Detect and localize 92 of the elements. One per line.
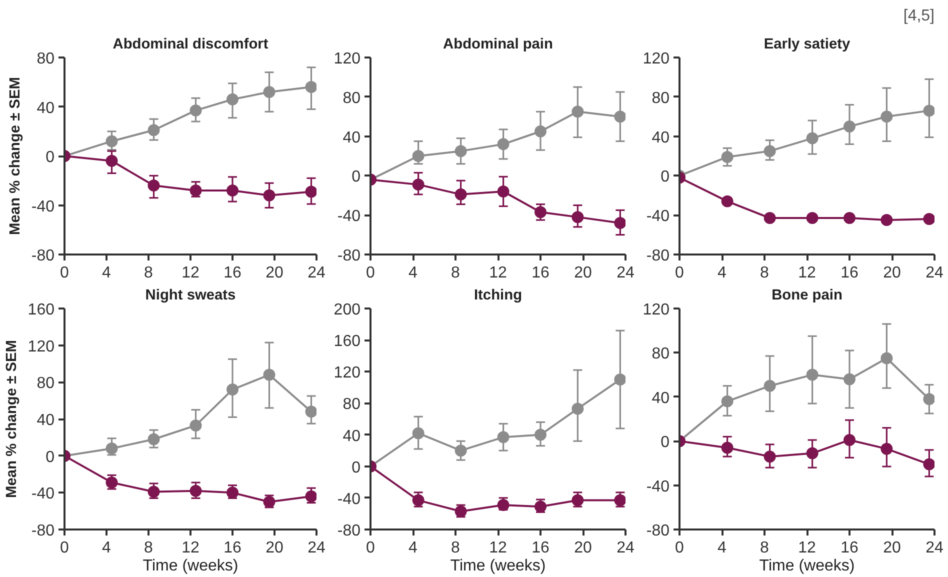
x-tick-label: 0 — [366, 540, 376, 556]
y-tick-label: 0 — [46, 149, 55, 166]
chart-title: Bone pain — [772, 288, 842, 304]
y-axis-title: Mean % change ± SEM — [4, 340, 20, 498]
x-tick-label: 0 — [675, 264, 684, 282]
y-tick-label: 40 — [36, 100, 55, 117]
y-tick-label: 160 — [334, 333, 361, 350]
x-tick-label: 8 — [144, 264, 154, 282]
x-tick-label: 16 — [840, 264, 858, 282]
y-tick-label: 80 — [36, 375, 55, 392]
x-tick-label: 24 — [616, 540, 634, 556]
y-tick-label: -40 — [646, 478, 670, 496]
x-axis-title: Time (weeks) — [759, 558, 855, 574]
y-tick-label: 0 — [660, 168, 670, 186]
y-tick-label: -40 — [646, 208, 670, 226]
x-tick-label: 24 — [926, 264, 944, 282]
chart-title: Abdominal discomfort — [112, 36, 268, 52]
y-tick-label: 200 — [334, 302, 361, 318]
x-tick-label: 20 — [574, 264, 592, 282]
x-tick-label: 24 — [926, 540, 944, 556]
y-tick-label: 40 — [342, 428, 361, 445]
y-tick-label: 80 — [342, 396, 361, 414]
x-tick-label: 24 — [308, 264, 326, 282]
x-tick-label: 16 — [532, 264, 550, 282]
x-tick-label: 0 — [60, 540, 70, 556]
y-tick-label: -40 — [337, 490, 361, 508]
y-tick-label: 0 — [660, 434, 670, 452]
x-tick-label: 16 — [532, 540, 550, 556]
y-tick-label: 120 — [334, 364, 361, 382]
x-tick-label: 12 — [798, 264, 816, 282]
y-tick-label: 40 — [342, 129, 361, 146]
y-tick-label: 40 — [652, 129, 670, 146]
x-tick-label: 0 — [366, 264, 376, 282]
y-tick-label: 80 — [342, 90, 361, 107]
y-tick-label: 160 — [28, 302, 55, 318]
x-tick-label: 16 — [840, 540, 858, 556]
chart-title: Early satiety — [764, 36, 852, 52]
x-tick-label: 0 — [675, 540, 684, 556]
x-tick-label: 12 — [798, 540, 816, 556]
y-tick-label: -40 — [337, 208, 361, 226]
y-tick-label: 120 — [642, 302, 670, 318]
y-tick-label: 0 — [352, 459, 361, 476]
x-tick-label: 20 — [266, 540, 284, 556]
x-tick-label: 8 — [760, 264, 770, 282]
y-tick-label: 80 — [652, 346, 670, 363]
y-tick-label: -40 — [31, 486, 55, 503]
y-tick-label: -80 — [31, 522, 55, 540]
y-tick-label: 80 — [36, 50, 55, 68]
y-tick-label: -40 — [31, 198, 55, 216]
chart-title: Night sweats — [145, 288, 236, 304]
x-tick-label: 12 — [182, 540, 200, 556]
y-tick-label: -80 — [646, 522, 670, 540]
x-tick-label: 20 — [266, 264, 284, 282]
y-tick-label: -80 — [337, 522, 361, 540]
y-tick-label: 120 — [28, 338, 55, 356]
x-tick-label: 4 — [718, 540, 727, 556]
x-tick-label: 8 — [451, 264, 460, 282]
x-tick-label: 8 — [760, 540, 770, 556]
y-tick-label: 40 — [36, 412, 55, 429]
x-tick-label: 20 — [883, 264, 901, 282]
x-tick-label: 24 — [616, 264, 634, 282]
y-tick-label: -80 — [31, 248, 55, 264]
y-tick-label: 40 — [652, 390, 670, 407]
x-tick-label: 12 — [489, 540, 507, 556]
x-tick-label: 20 — [574, 540, 592, 556]
x-tick-label: 8 — [144, 540, 154, 556]
x-tick-label: 0 — [60, 264, 70, 282]
y-tick-label: -80 — [646, 248, 670, 264]
x-tick-label: 16 — [224, 264, 242, 282]
x-tick-label: 4 — [102, 540, 112, 556]
chart-title: Itching — [474, 288, 522, 304]
chart-title: Abdominal pain — [443, 36, 554, 52]
y-tick-label: 0 — [352, 168, 361, 186]
x-tick-label: 16 — [224, 540, 242, 556]
y-tick-label: -80 — [337, 248, 361, 264]
y-tick-label: 80 — [652, 90, 670, 107]
y-axis-title: Mean % change ± SEM — [7, 77, 24, 235]
x-axis-title: Time (weeks) — [142, 558, 238, 574]
x-axis-title: Time (weeks) — [450, 558, 546, 574]
x-tick-label: 12 — [489, 264, 507, 282]
x-tick-label: 24 — [308, 540, 326, 556]
x-tick-label: 8 — [451, 540, 460, 556]
x-tick-label: 4 — [102, 264, 112, 282]
x-tick-label: 4 — [718, 264, 727, 282]
x-tick-label: 12 — [182, 264, 200, 282]
x-tick-label: 4 — [408, 540, 418, 556]
y-tick-label: 120 — [334, 50, 361, 68]
text: [4,5] — [903, 8, 935, 24]
x-tick-label: 4 — [408, 264, 418, 282]
y-tick-label: 0 — [46, 448, 55, 466]
x-tick-label: 20 — [883, 540, 901, 556]
y-tick-label: 120 — [642, 50, 670, 68]
